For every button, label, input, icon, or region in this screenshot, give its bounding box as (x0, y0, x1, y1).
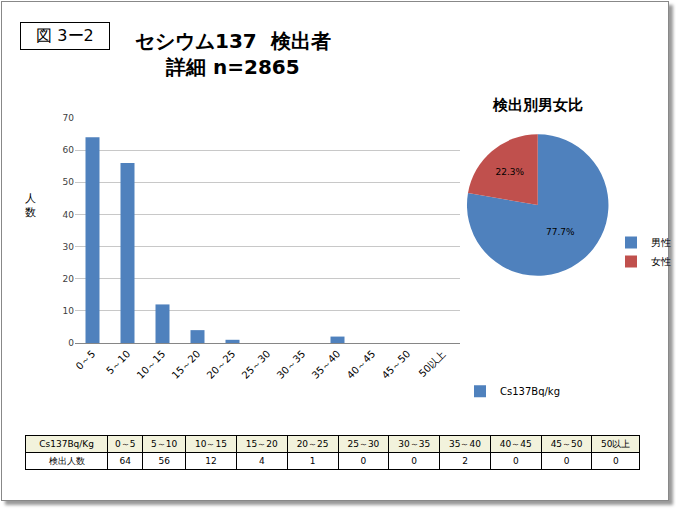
svg-text:20: 20 (63, 274, 75, 284)
svg-text:22.3%: 22.3% (495, 167, 524, 177)
svg-text:セシウム137 検出者詳細 n=2865: セシウム137 検出者詳細 n=2865 (135, 29, 331, 79)
html-text:0: 0 (360, 456, 367, 466)
svg-text:Cs137Bq/kg: Cs137Bq/kg (500, 386, 560, 397)
svg-text:0: 0 (68, 338, 74, 348)
svg-text:30: 30 (63, 242, 75, 252)
html-text:Cs137Bq/Kg: Cs137Bq/Kg (39, 439, 94, 449)
svg-text:20～25: 20～25 (205, 348, 238, 381)
html-text:0: 0 (563, 456, 570, 466)
html-text:0～5: 0～5 (114, 438, 136, 449)
svg-text:検出別男女比: 検出別男女比 (492, 96, 583, 114)
svg-text:10～15: 10～15 (135, 348, 168, 381)
html-text:0: 0 (612, 456, 619, 466)
html-text:64: 64 (119, 456, 131, 466)
html-text:30～35: 30～35 (398, 438, 431, 449)
svg-text:40: 40 (63, 210, 75, 220)
svg-text:70: 70 (63, 113, 75, 123)
html-text:図 3ー2: 図 3ー2 (36, 26, 94, 45)
svg-text:45～50: 45～50 (380, 348, 413, 381)
html-text:4: 4 (258, 456, 265, 466)
svg-text:5～10: 5～10 (104, 348, 132, 376)
html-text:0: 0 (411, 456, 418, 466)
svg-text:人数: 人数 (25, 192, 36, 219)
html-text:15～20: 15～20 (245, 438, 278, 449)
svg-text:15～20: 15～20 (170, 348, 203, 381)
html-text:35～40: 35～40 (449, 438, 481, 449)
html-text:50以上: 50以上 (601, 438, 631, 449)
html-text:25～30: 25～30 (347, 438, 380, 449)
svg-text:77.7%: 77.7% (546, 227, 575, 237)
svg-text:10: 10 (63, 306, 75, 316)
svg-text:男性: 男性 (651, 237, 671, 248)
svg-text:25～30: 25～30 (240, 348, 273, 381)
svg-text:60: 60 (63, 145, 75, 155)
html-text:2: 2 (462, 456, 468, 466)
html-text:40～45: 40～45 (499, 438, 532, 449)
svg-text:50: 50 (63, 177, 75, 187)
svg-text:35～40: 35～40 (310, 348, 343, 381)
svg-text:女性: 女性 (651, 256, 671, 267)
html-text:検出人数: 検出人数 (48, 455, 85, 466)
svg-text:40～45: 40～45 (345, 348, 378, 381)
svg-text:0～5: 0～5 (74, 348, 98, 372)
html-text:12: 12 (205, 456, 217, 466)
html-text:45～50: 45～50 (550, 438, 583, 449)
html-text:1: 1 (309, 456, 316, 466)
html-text:5～10: 5～10 (151, 438, 178, 449)
html-text:10～15: 10～15 (195, 438, 227, 449)
svg-text:30～35: 30～35 (275, 348, 308, 381)
html-text:0: 0 (512, 456, 519, 466)
html-text:56: 56 (158, 456, 170, 466)
svg-text:50以上: 50以上 (417, 348, 448, 379)
html-text:20～25: 20～25 (296, 438, 329, 449)
